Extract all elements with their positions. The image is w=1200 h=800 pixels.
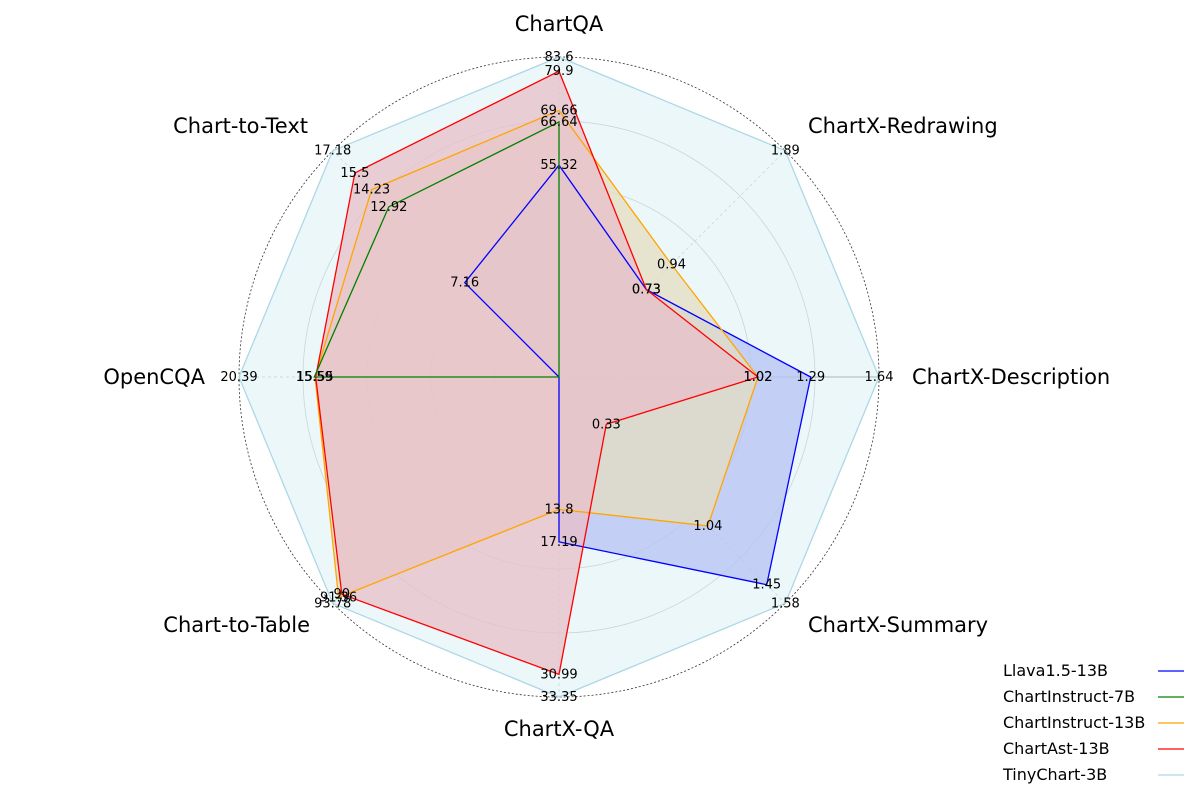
series-fill-chartast-13b bbox=[315, 71, 758, 675]
value-label-tinychart-3b-6: 33.35 bbox=[540, 690, 577, 705]
legend-label-chartinstruct-7b: ChartInstruct-7B bbox=[1003, 687, 1135, 706]
value-label-tinychart-3b-4: 20.39 bbox=[220, 370, 257, 385]
axis-label-chart-to-text: Chart-to-Text bbox=[173, 114, 308, 138]
legend-label-chartinstruct-13b: ChartInstruct-13B bbox=[1003, 713, 1145, 732]
value-labels: 1.29 0.73 55.32 7.16 17.19 1.45 66.64 12.92 15.5… bbox=[220, 50, 893, 705]
value-label-chartinstruct-13b-4: 15.55 bbox=[296, 370, 333, 385]
value-label-tinychart-3b-2: 83.6 bbox=[545, 50, 574, 65]
value-label-llava1-5-13b-2: 55.32 bbox=[540, 158, 577, 173]
axis-label-chartx-description: ChartX-Description bbox=[912, 365, 1110, 389]
value-label-chartast-13b-0: 1.02 bbox=[744, 370, 773, 385]
value-label-tinychart-3b-0: 1.64 bbox=[865, 370, 894, 385]
value-label-chartinstruct-7b-4: 15.59 bbox=[296, 370, 333, 385]
legend: Llava1.5-13B ChartInstruct-7B ChartInstruc… bbox=[1002, 661, 1184, 784]
legend-label-tinychart-3b: TinyChart-3B bbox=[1002, 765, 1107, 784]
axis-label-chartx-redrawing: ChartX-Redrawing bbox=[808, 114, 998, 138]
axis-label-opencqa: OpenCQA bbox=[103, 365, 205, 389]
value-label-llava1-5-13b-1: 0.73 bbox=[632, 283, 661, 298]
value-label-chartinstruct-7b-2: 66.64 bbox=[540, 115, 577, 130]
value-label-llava1-5-13b-6: 17.19 bbox=[540, 535, 577, 550]
axis-labels: ChartX-Description ChartX-Redrawing ChartQ… bbox=[103, 12, 1110, 741]
value-label-chartinstruct-7b-3: 12.92 bbox=[370, 200, 407, 215]
axis-label-chartx-summary: ChartX-Summary bbox=[808, 613, 988, 637]
value-label-tinychart-3b-5: 93.78 bbox=[314, 596, 351, 611]
value-label-tinychart-3b-3: 17.18 bbox=[314, 144, 351, 159]
axis-label-chartx-qa: ChartX-QA bbox=[504, 717, 615, 741]
value-label-chartinstruct-13b-3: 14.23 bbox=[353, 183, 390, 198]
value-label-chartinstruct-13b-0: 1.02 bbox=[744, 370, 773, 385]
value-label-tinychart-3b-1: 1.89 bbox=[771, 144, 800, 159]
value-label-chartast-13b-1: 0.73 bbox=[632, 283, 661, 298]
value-label-chartinstruct-13b-6: 13.8 bbox=[545, 502, 574, 517]
series-line-llava1-5-13b bbox=[463, 164, 812, 586]
axis-label-chart-to-table: Chart-to-Table bbox=[163, 613, 310, 637]
value-label-chartinstruct-13b-1: 0.94 bbox=[657, 258, 686, 273]
legend-label-chartast-13b: ChartAst-13B bbox=[1003, 739, 1110, 758]
value-label-chartast-13b-3: 15.5 bbox=[340, 166, 369, 181]
value-label-chartast-13b-7: 0.33 bbox=[592, 417, 621, 432]
legend-label-llava1-5-13b: Llava1.5-13B bbox=[1003, 661, 1108, 680]
series-line-tinychart-3b bbox=[238, 56, 880, 698]
value-label-llava1-5-13b-7: 1.45 bbox=[752, 578, 781, 593]
value-label-chartast-13b-6: 30.99 bbox=[540, 667, 577, 682]
value-label-chartast-13b-5: 90 bbox=[334, 587, 351, 602]
value-label-llava1-5-13b-0: 1.29 bbox=[796, 370, 825, 385]
series-lines bbox=[238, 56, 880, 698]
value-label-tinychart-3b-7: 1.58 bbox=[771, 596, 800, 611]
series-line-chartinstruct-7b bbox=[313, 120, 560, 378]
value-label-chartinstruct-13b-7: 1.04 bbox=[693, 519, 722, 534]
value-label-llava1-5-13b-3: 7.16 bbox=[450, 276, 479, 291]
value-label-chartinstruct-13b-5: 91.36 bbox=[320, 590, 357, 605]
value-label-chartinstruct-13b-2: 69.66 bbox=[540, 103, 577, 118]
axis-label-chartqa: ChartQA bbox=[515, 12, 604, 36]
value-label-chartast-13b-2: 79.9 bbox=[545, 64, 574, 79]
